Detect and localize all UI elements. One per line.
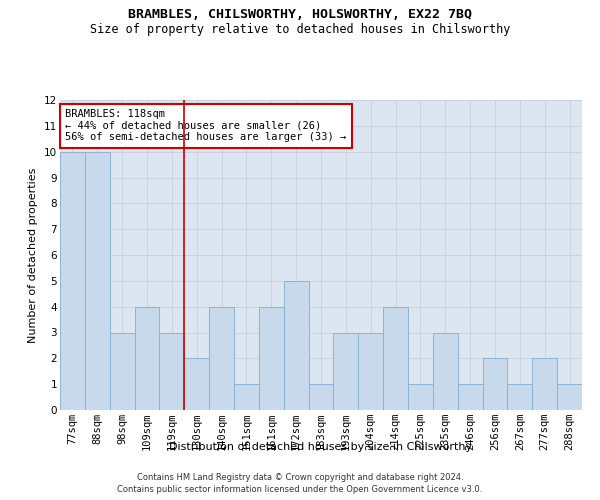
Bar [60, 152, 85, 410]
Text: Distribution of detached houses by size in Chilsworthy: Distribution of detached houses by size … [169, 442, 473, 452]
Bar [458, 384, 482, 410]
Bar [433, 332, 458, 410]
Bar [209, 306, 234, 410]
Bar [110, 332, 134, 410]
Bar [184, 358, 209, 410]
Bar [85, 152, 110, 410]
Bar [259, 306, 284, 410]
Bar [482, 358, 508, 410]
Text: BRAMBLES, CHILSWORTHY, HOLSWORTHY, EX22 7BQ: BRAMBLES, CHILSWORTHY, HOLSWORTHY, EX22 … [128, 8, 472, 20]
Bar [557, 384, 582, 410]
Text: Contains HM Land Registry data © Crown copyright and database right 2024.: Contains HM Land Registry data © Crown c… [137, 472, 463, 482]
Text: BRAMBLES: 118sqm
← 44% of detached houses are smaller (26)
56% of semi-detached : BRAMBLES: 118sqm ← 44% of detached house… [65, 110, 346, 142]
Bar [532, 358, 557, 410]
Bar [284, 281, 308, 410]
Bar [508, 384, 532, 410]
Bar [160, 332, 184, 410]
Bar [334, 332, 358, 410]
Bar [358, 332, 383, 410]
Bar [134, 306, 160, 410]
Text: Size of property relative to detached houses in Chilsworthy: Size of property relative to detached ho… [90, 22, 510, 36]
Text: Contains public sector information licensed under the Open Government Licence v3: Contains public sector information licen… [118, 485, 482, 494]
Bar [308, 384, 334, 410]
Bar [408, 384, 433, 410]
Bar [383, 306, 408, 410]
Y-axis label: Number of detached properties: Number of detached properties [28, 168, 38, 342]
Bar [234, 384, 259, 410]
